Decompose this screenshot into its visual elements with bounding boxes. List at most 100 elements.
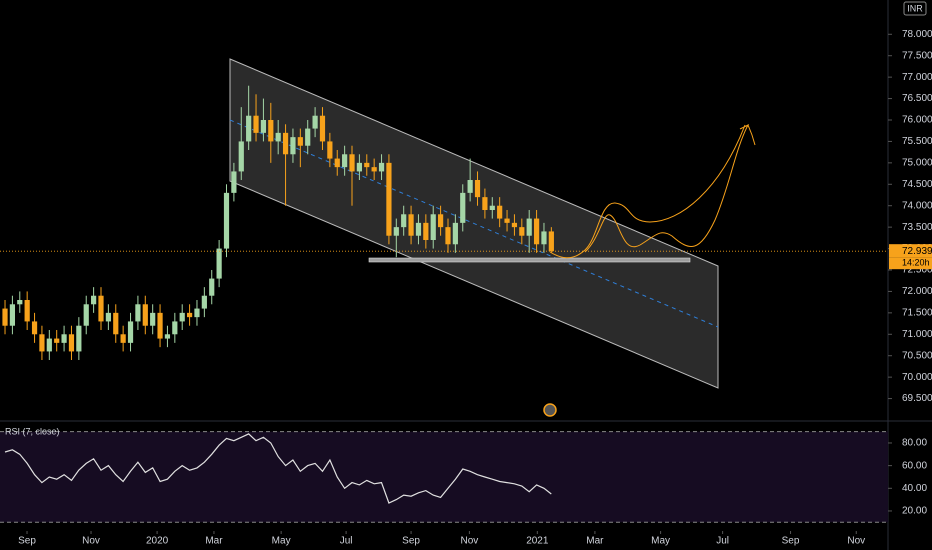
candle-body xyxy=(76,325,82,352)
candle-body xyxy=(238,141,244,172)
last-price-label: 72.939 xyxy=(902,246,932,257)
support-line xyxy=(368,257,691,263)
candle-body xyxy=(201,295,207,309)
candle-body xyxy=(393,227,399,236)
rsi-line xyxy=(4,433,552,504)
y-tick-label: 74.000 xyxy=(902,200,932,211)
x-tick-label: 2020 xyxy=(146,536,169,547)
candle-body xyxy=(246,115,252,142)
candle-body xyxy=(113,312,119,335)
y-tick-label: 72.500 xyxy=(902,265,932,276)
candle-body xyxy=(378,162,385,172)
candle-body xyxy=(142,304,148,326)
x-tick-label: Sep xyxy=(402,536,420,547)
y-tick-label: 75.500 xyxy=(902,136,932,147)
x-tick-label: Mar xyxy=(205,536,223,547)
candle-body xyxy=(526,218,532,236)
candle-body xyxy=(504,218,510,223)
candle-body xyxy=(194,308,200,318)
candle-body xyxy=(209,278,215,296)
candle-body xyxy=(386,162,392,236)
candle-body xyxy=(467,180,473,193)
candle-body xyxy=(24,300,30,322)
candle-body xyxy=(541,231,547,245)
candle-body xyxy=(282,132,289,155)
candle-body xyxy=(497,205,503,219)
candle-body xyxy=(150,312,156,326)
candle-body xyxy=(179,312,185,322)
candle-body xyxy=(334,158,340,168)
x-tick-label: May xyxy=(272,536,291,547)
currency-box xyxy=(903,1,927,16)
candle-body xyxy=(268,120,274,142)
x-tick-label: Mar xyxy=(586,536,604,547)
candle-body xyxy=(253,115,259,133)
x-tick-label: Nov xyxy=(847,536,865,547)
y-tick-label: 71.500 xyxy=(902,307,932,318)
x-tick-label: Jul xyxy=(340,536,353,547)
candle-body xyxy=(164,334,171,339)
candle-body xyxy=(548,231,554,252)
y-tick-label: 80.00 xyxy=(902,438,927,449)
candle-body xyxy=(127,321,134,343)
candle-body xyxy=(445,227,451,245)
candle-body xyxy=(17,300,23,305)
candle-body xyxy=(2,308,8,326)
y-tick-label: 77.000 xyxy=(902,72,932,83)
candle-body xyxy=(186,312,193,318)
candle-body xyxy=(91,295,97,305)
candle-body xyxy=(533,218,540,245)
candle-body xyxy=(231,171,237,193)
y-tick-label: 76.500 xyxy=(902,93,932,104)
x-tick-label: Sep xyxy=(782,536,800,547)
candle-body xyxy=(39,334,45,352)
candle-body xyxy=(83,304,89,326)
channel-midline xyxy=(229,119,719,328)
candle-body xyxy=(408,214,414,236)
y-tick-label: 69.500 xyxy=(902,393,932,404)
x-tick-label: Sep xyxy=(18,536,36,547)
candle-body xyxy=(452,222,458,245)
y-tick-label: 74.500 xyxy=(902,179,932,190)
countdown: 14:20h xyxy=(902,258,930,268)
y-tick-label: 75.000 xyxy=(902,157,932,168)
candle-body xyxy=(297,137,303,146)
x-tick-label: May xyxy=(651,536,670,547)
candle-body xyxy=(342,154,348,168)
rsi-pane xyxy=(0,431,888,523)
candle-body xyxy=(519,227,525,236)
event-icon[interactable] xyxy=(543,403,557,417)
candle-body xyxy=(305,128,311,146)
candle-body xyxy=(460,192,466,223)
rsi-title: RSI (7, close) xyxy=(5,426,60,436)
candle-body xyxy=(105,312,111,322)
x-tick-label: 2021 xyxy=(526,536,549,547)
y-tick-label: 76.000 xyxy=(902,115,932,126)
y-tick-label: 77.500 xyxy=(902,50,932,61)
last-price-box xyxy=(889,244,932,258)
x-tick-label: Nov xyxy=(460,536,478,547)
candle-body xyxy=(489,205,495,210)
candle-body xyxy=(61,334,67,343)
y-tick-label: 72.000 xyxy=(902,286,932,297)
candle-body xyxy=(319,115,326,142)
x-tick-label: Nov xyxy=(82,536,100,547)
candle-body xyxy=(54,338,60,343)
y-tick-label: 73.500 xyxy=(902,222,932,233)
candle-body xyxy=(31,321,38,335)
y-tick-label: 78.000 xyxy=(902,29,932,40)
rsi-band-fill xyxy=(0,431,888,523)
candle-body xyxy=(9,304,16,326)
countdown-box xyxy=(889,257,932,270)
projection-path xyxy=(584,123,756,253)
candle-body xyxy=(474,180,481,198)
candle-body xyxy=(120,334,126,343)
candle-body xyxy=(135,304,141,322)
candle-body xyxy=(223,192,230,249)
candle-body xyxy=(482,197,488,210)
candle-body xyxy=(216,248,222,279)
candles xyxy=(2,85,554,360)
candle-body xyxy=(260,120,267,133)
y-tick-label: 60.00 xyxy=(902,460,927,471)
